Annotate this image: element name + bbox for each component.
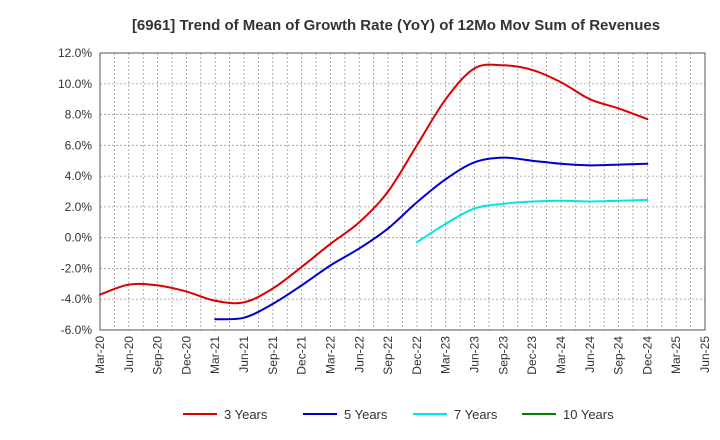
series-line-7-years (415, 198, 649, 244)
y-tick-label: 10.0% (58, 77, 92, 91)
chart-title: [6961] Trend of Mean of Growth Rate (YoY… (132, 17, 660, 34)
plot-frame (99, 52, 706, 331)
x-tick-label: Jun-22 (352, 336, 366, 373)
x-tick-label: Sep-20 (151, 336, 165, 375)
x-tick-label: Jun-21 (237, 336, 251, 373)
y-tick-label: -2.0% (61, 261, 93, 275)
x-tick-label: Jun-20 (122, 336, 136, 373)
series-line-3-years (99, 63, 649, 305)
grid (100, 52, 705, 331)
legend-label-5-years: 5 Years (344, 407, 388, 422)
axes: -6.0% -4.0% -2.0% 0.0% 2.0% 4.0% 6.0% 8.0% 10.0%… (58, 46, 712, 375)
x-tick-label: Dec-23 (525, 336, 539, 375)
y-tick-label: 8.0% (65, 108, 93, 122)
x-tick-label: Dec-20 (179, 336, 193, 375)
y-tick-label: 2.0% (65, 200, 93, 214)
y-tick-label: 6.0% (65, 138, 93, 152)
x-tick-label: Mar-20 (93, 336, 107, 374)
y-tick-label: 12.0% (58, 46, 92, 60)
y-tick-label: 0.0% (65, 231, 93, 245)
x-tick-label: Sep-23 (496, 336, 510, 375)
series-line-5-years (214, 156, 649, 321)
legend: 3 Years 5 Years 7 Years 10 Years (183, 407, 614, 422)
x-tick-label: Mar-24 (554, 336, 568, 374)
x-tick-label: Sep-21 (266, 336, 280, 375)
series-lines (99, 63, 649, 321)
x-tick-label: Dec-24 (640, 336, 654, 375)
x-tick-label: Mar-21 (208, 336, 222, 374)
legend-label-3-years: 3 Years (224, 407, 268, 422)
x-tick-label: Jun-23 (468, 336, 482, 373)
x-tick-label: Sep-24 (612, 336, 626, 375)
x-tick-label: Dec-22 (410, 336, 424, 375)
legend-label-7-years: 7 Years (454, 407, 498, 422)
legend-label-10-years: 10 Years (563, 407, 614, 422)
x-tick-label: Mar-22 (323, 336, 337, 374)
x-tick-label: Dec-21 (295, 336, 309, 375)
x-tick-label: Jun-24 (583, 336, 597, 373)
x-tick-label: Mar-25 (669, 336, 683, 374)
x-tick-label: Jun-25 (698, 336, 712, 373)
y-tick-label: 4.0% (65, 169, 93, 183)
x-tick-label: Sep-22 (381, 336, 395, 375)
y-tick-label: -6.0% (61, 323, 93, 337)
x-tick-label: Mar-23 (439, 336, 453, 374)
y-tick-label: -4.0% (61, 292, 93, 306)
